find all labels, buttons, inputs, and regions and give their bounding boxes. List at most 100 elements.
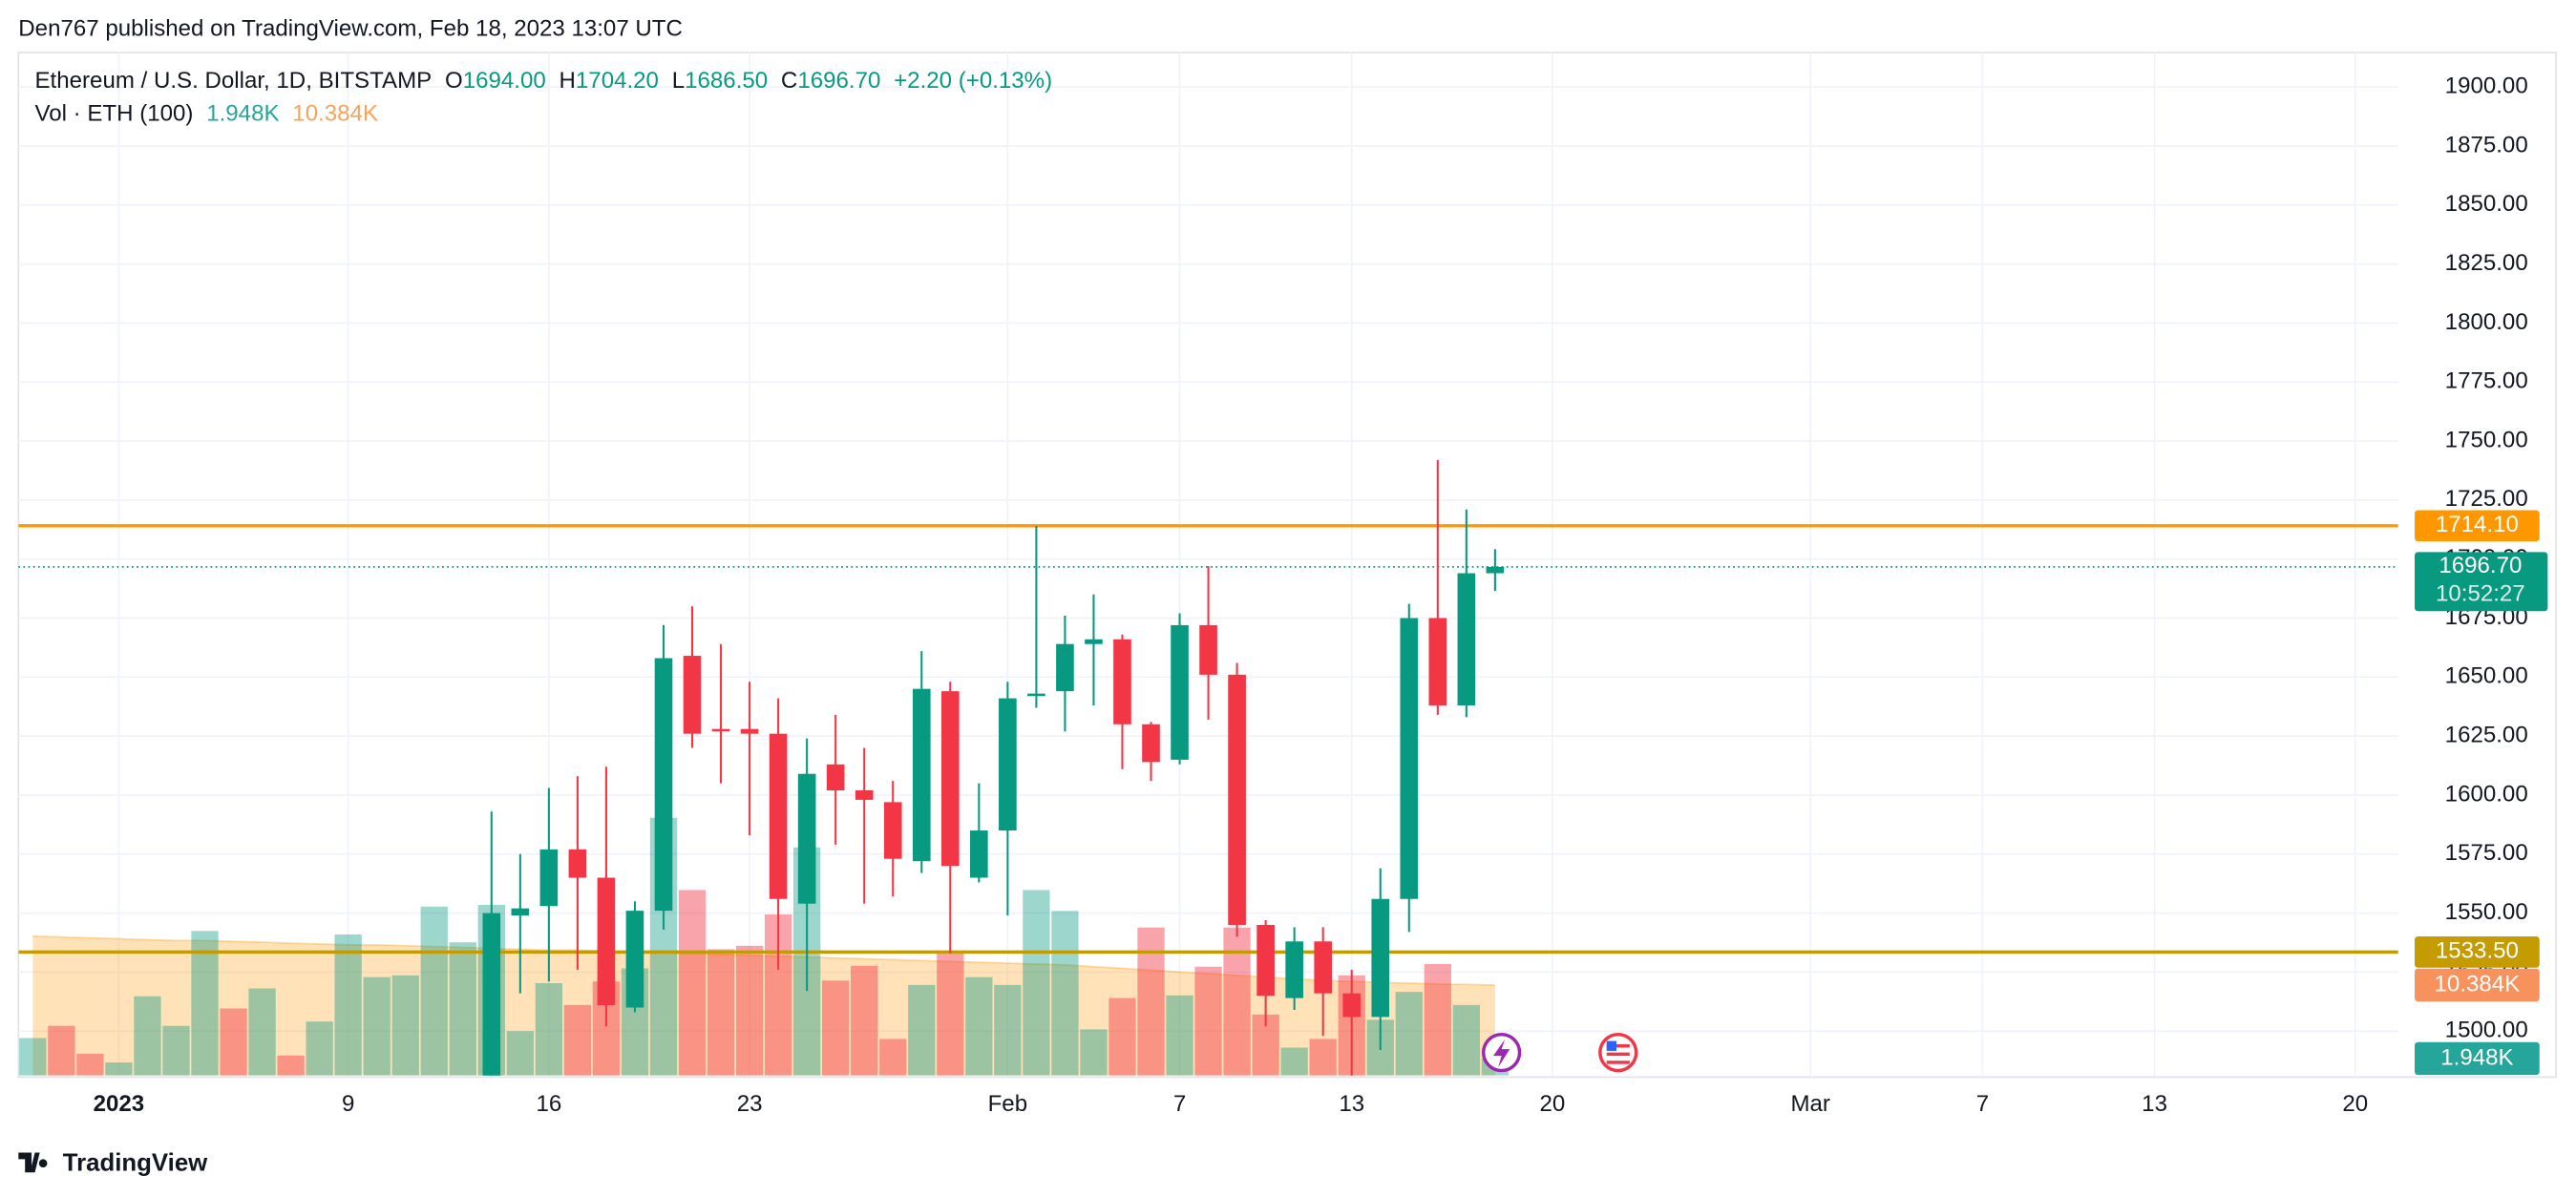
countdown-label: 10:52:27 <box>2436 580 2525 606</box>
symbol: Ethereum / U.S. Dollar, 1D, BITSTAMP <box>35 68 433 94</box>
candle-body <box>511 908 530 916</box>
footer-logo: TradingView <box>18 1149 208 1176</box>
candle-body <box>625 911 644 1008</box>
x-tick-label: 7 <box>1173 1091 1186 1117</box>
last-price-bg <box>2415 552 2548 612</box>
ohlc-key: L <box>672 68 685 94</box>
candle-body <box>1171 624 1189 760</box>
logo-mark <box>18 1152 48 1173</box>
published-note: Den767 published on TradingView.com, Feb… <box>18 15 683 41</box>
volume-title: Vol · ETH (100) <box>35 101 194 127</box>
ohlc-key: O <box>445 68 463 94</box>
candle-body <box>999 698 1017 831</box>
change: +2.20 (+0.13%) <box>894 68 1052 94</box>
volume-bar <box>1080 1029 1108 1076</box>
y-tick-label: 1500.00 <box>2445 1018 2528 1043</box>
x-tick-label: 2023 <box>94 1091 145 1117</box>
event-icon-bolt <box>1493 1039 1510 1068</box>
candle-body <box>1371 898 1390 1018</box>
ohlc-key: H <box>560 68 576 94</box>
level-label-bg <box>2415 510 2540 542</box>
event-icons <box>1481 1032 1638 1073</box>
x-tick-label: 7 <box>1976 1091 1989 1117</box>
volume-bar <box>277 1055 305 1076</box>
x-tick-label: Feb <box>988 1091 1028 1117</box>
level-label: 1714.10 <box>2436 512 2519 537</box>
candle-body <box>1056 643 1074 692</box>
candle-body <box>1228 674 1246 925</box>
volume-bar <box>220 1008 247 1076</box>
candle-body <box>912 688 931 862</box>
candle-body <box>883 802 902 859</box>
y-tick-label: 1825.00 <box>2445 250 2528 276</box>
candle-body <box>568 849 587 878</box>
footer-text: TradingView <box>63 1149 208 1176</box>
y-tick-label: 1650.00 <box>2445 663 2528 689</box>
candle-body <box>683 656 702 734</box>
volume-bar <box>994 984 1022 1076</box>
y-tick-label: 1575.00 <box>2445 840 2528 866</box>
volume-bar <box>105 1062 133 1076</box>
volume-bar <box>1424 963 1451 1076</box>
candle-body <box>769 733 788 899</box>
volume-ma-last: 10.384K <box>292 101 378 127</box>
candle-body <box>855 790 874 800</box>
legend-line: Ethereum / U.S. Dollar, 1D, BITSTAMP O169… <box>35 68 1053 94</box>
y-tick-label: 1625.00 <box>2445 722 2528 747</box>
candle-body <box>1199 624 1217 675</box>
volume-bar <box>535 983 563 1076</box>
volume-bar <box>248 988 276 1076</box>
candle-body <box>1142 724 1160 763</box>
volume-bar <box>134 996 161 1076</box>
volume-bar <box>162 1025 190 1076</box>
ohlc-value: 1694.00 <box>463 68 546 94</box>
volume-bar <box>1051 911 1079 1076</box>
volume-bar <box>449 942 476 1076</box>
level-label: 1533.50 <box>2436 938 2519 964</box>
volume-last: 1.948K <box>206 101 279 127</box>
candle-body <box>1486 566 1505 574</box>
volume-bar <box>48 1025 75 1076</box>
volume-bar <box>678 890 707 1076</box>
y-tick-label: 1750.00 <box>2445 427 2528 452</box>
volume-bar <box>1309 1039 1337 1076</box>
volume-bar <box>1023 890 1050 1076</box>
y-tick-label: 1775.00 <box>2445 368 2528 394</box>
volume-bar <box>937 954 964 1076</box>
candle-body <box>1457 573 1476 705</box>
candle-body <box>1285 941 1303 998</box>
candle-body <box>1027 693 1045 697</box>
candle-body <box>1314 941 1333 994</box>
volume-bar <box>1166 995 1193 1076</box>
candle-body <box>1256 924 1275 997</box>
volume-bar <box>1452 1004 1481 1076</box>
volume-bar <box>879 1039 907 1076</box>
candle-body <box>1400 618 1419 899</box>
x-tick-label: 20 <box>2342 1091 2368 1117</box>
volume-bar <box>19 1038 47 1076</box>
volume-bar <box>420 906 448 1076</box>
volume-bar <box>822 980 850 1076</box>
x-tick-label: 13 <box>2142 1091 2167 1117</box>
candle-body <box>940 691 960 867</box>
volume-ma-line <box>32 934 1495 986</box>
x-tick-label: 23 <box>737 1091 763 1117</box>
x-tick-label: Mar <box>1790 1091 1829 1117</box>
volume-bar <box>506 1031 534 1076</box>
candle-body <box>797 773 816 904</box>
flag-canton <box>1606 1040 1617 1051</box>
volume-bar <box>1223 927 1251 1076</box>
volume-bar <box>707 949 735 1076</box>
candle-body <box>740 728 759 734</box>
flag-stripe <box>1606 1060 1630 1064</box>
flag-stripe <box>1606 1044 1630 1048</box>
x-tick-label: 16 <box>536 1091 561 1117</box>
candle-body <box>711 728 730 732</box>
candle-body <box>654 658 673 912</box>
ohlc-value: 1686.50 <box>685 68 768 94</box>
y-tick-label: 1900.00 <box>2445 74 2528 99</box>
volume-bar <box>363 976 391 1076</box>
volume-bar <box>851 965 878 1076</box>
candle-body <box>1342 993 1362 1018</box>
